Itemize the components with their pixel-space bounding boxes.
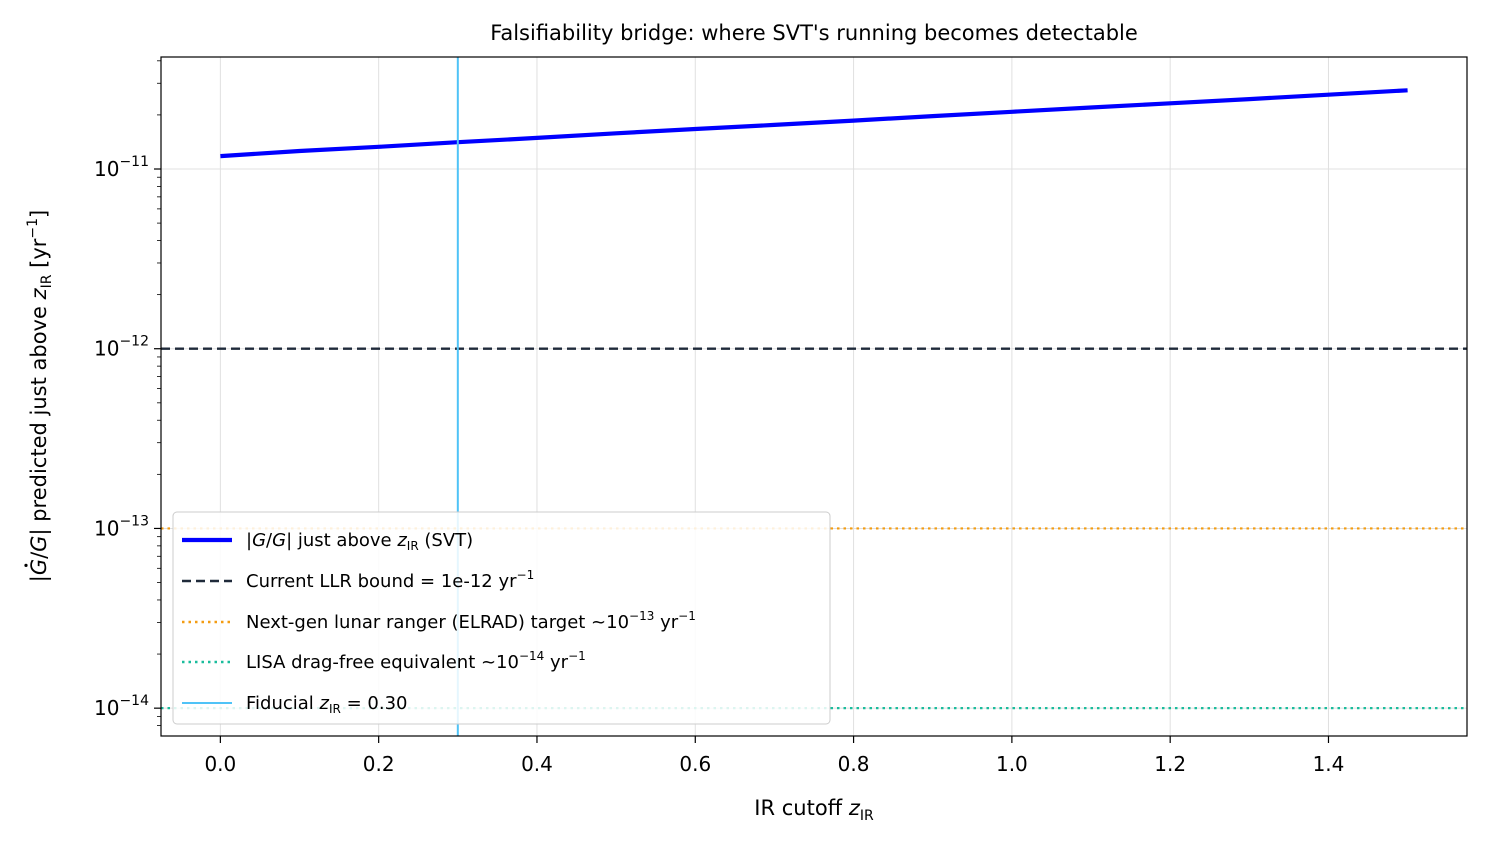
y-tick-base: 10 (94, 157, 119, 181)
x-tick-label: 1.2 (1154, 752, 1186, 776)
y-tick-base: 10 (94, 516, 119, 540)
legend-box (172, 511, 831, 725)
y-label-dot-accent (24, 563, 28, 568)
y-tick-label: 10−12 (94, 334, 149, 361)
x-tick-label: 0.4 (521, 752, 553, 776)
x-tick-label: 1.4 (1313, 752, 1345, 776)
chart-title: Falsifiability bridge: where SVT's runni… (490, 21, 1138, 45)
x-axis: 0.0 0.2 0.4 0.6 0.8 1.0 1.2 1.4 (204, 736, 1344, 776)
y-tick-label: 10−14 (94, 693, 149, 720)
y-tick-exponent: −14 (119, 693, 149, 709)
legend-label: Current LLR bound = 1e-12 yr−1 (246, 568, 534, 592)
legend-label: Next-gen lunar ranger (ELRAD) target ~10… (246, 609, 696, 633)
y-tick-base: 10 (94, 337, 119, 361)
legend: |G/G| just above zIR (SVT) Current LLR bo… (172, 511, 831, 725)
legend-label: |G/G| just above zIR (SVT) (246, 530, 473, 553)
y-tick-base: 10 (94, 696, 119, 720)
x-tick-label: 0.8 (838, 752, 870, 776)
y-tick-exponent: −13 (119, 513, 149, 529)
x-tick-label: 0.0 (204, 752, 236, 776)
legend-label: LISA drag-free equivalent ~10−14 yr−1 (246, 649, 586, 673)
svt-curve-line (220, 88, 1408, 159)
x-tick-label: 0.2 (363, 752, 395, 776)
x-tick-label: 1.0 (996, 752, 1028, 776)
y-tick-label: 10−11 (94, 154, 149, 181)
plot-frame (160, 56, 1468, 737)
x-axis-label: IR cutoff zIR (754, 796, 874, 824)
y-tick-exponent: −12 (119, 334, 149, 350)
x-tick-label: 0.6 (679, 752, 711, 776)
y-tick-label: 10−13 (94, 513, 149, 540)
y-axis-label: |G/G| predicted just above zIR [yr−1] (25, 210, 55, 583)
legend-label: Fiducial zIR = 0.30 (246, 693, 407, 716)
y-tick-exponent: −11 (119, 154, 149, 170)
